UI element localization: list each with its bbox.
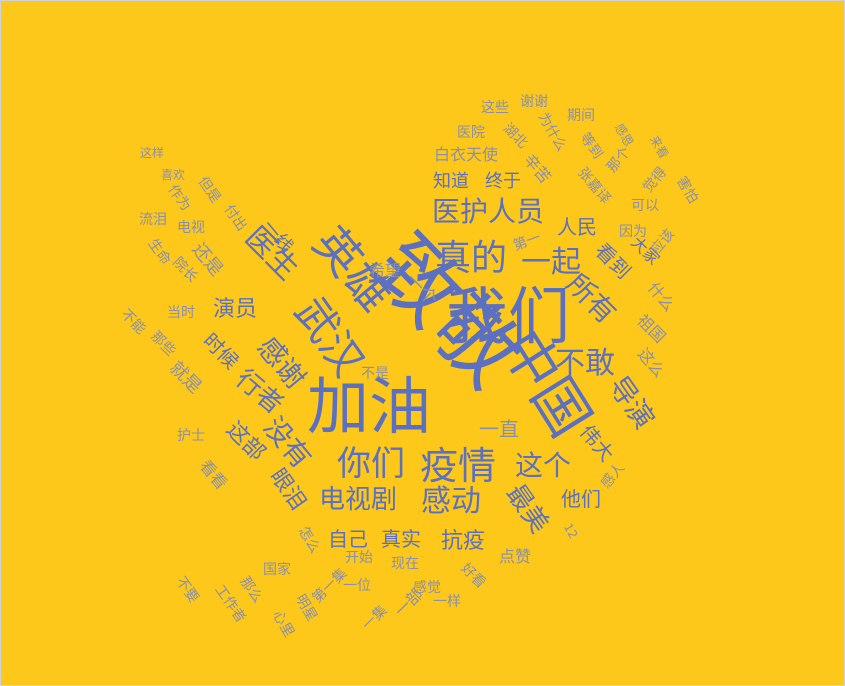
word: 真实 <box>381 527 421 551</box>
word: 人民 <box>557 215 597 239</box>
word: 觉得 <box>639 164 671 196</box>
word: 这部 <box>220 417 270 467</box>
word: 自己 <box>328 527 368 551</box>
word: 那些 <box>147 328 179 360</box>
word: 喜欢 <box>161 168 186 182</box>
word: 知道 <box>433 171 469 192</box>
word: 希望 <box>369 261 402 280</box>
word: 看看 <box>195 456 231 494</box>
word: 感觉 <box>413 580 441 596</box>
word: 12 <box>560 520 581 542</box>
word: 医院 <box>457 125 485 141</box>
word: 但是 <box>194 173 224 207</box>
word: 祖国 <box>633 310 670 347</box>
word: 因为 <box>619 224 647 240</box>
word: 应该 <box>647 226 679 258</box>
word: 湖北 <box>499 120 531 152</box>
word: 这个 <box>515 449 572 482</box>
word: 一直 <box>479 417 519 441</box>
word: 好看 <box>457 560 489 592</box>
word: 什么 <box>643 278 679 316</box>
word: 国家 <box>263 562 291 578</box>
word: 他们 <box>561 487 601 511</box>
word: 一集 <box>359 602 391 634</box>
word: 现在 <box>391 556 419 572</box>
word: 电视 <box>177 220 205 236</box>
word: 这么 <box>633 344 669 382</box>
word: 那个 <box>603 144 635 176</box>
word: 不能 <box>117 306 149 338</box>
word: 那么 <box>236 573 266 607</box>
word: 为什么 <box>534 109 570 155</box>
word: 这样 <box>140 146 165 160</box>
word: 伟大 <box>574 419 620 467</box>
word: 心里 <box>269 607 297 641</box>
word: 电视剧 <box>319 485 398 515</box>
word: 付出 <box>220 201 250 235</box>
word: 感动 <box>421 484 481 519</box>
word: 导演 <box>601 370 661 436</box>
word: 怎么 <box>295 523 323 557</box>
word: 一位 <box>343 578 371 594</box>
word: 加油 <box>307 370 432 443</box>
word: 害怕 <box>673 173 701 207</box>
word: 抗疫 <box>441 529 486 554</box>
word: 感人 <box>597 460 629 492</box>
word: 就是 <box>165 357 206 398</box>
word: 这些 <box>481 100 509 116</box>
word: 医护人员 <box>432 195 545 228</box>
word: 感恩 <box>611 121 637 149</box>
word: 不敢 <box>555 346 615 381</box>
word: 谢谢 <box>520 94 548 110</box>
word: 疫情 <box>420 444 497 488</box>
word: 点赞 <box>499 547 532 566</box>
word: 我们 <box>446 280 571 353</box>
word: 眼泪 <box>264 464 311 515</box>
word: 可以 <box>631 198 659 214</box>
word: 最美 <box>499 479 555 539</box>
word: 辛苦 <box>519 150 555 188</box>
word: 不要 <box>172 573 202 607</box>
word: 你们 <box>337 444 405 484</box>
word: 作为 <box>164 181 194 215</box>
word: 一样 <box>433 594 461 610</box>
word: 等到 <box>576 129 606 163</box>
word: 不是 <box>361 366 389 382</box>
word: 终于 <box>485 171 521 192</box>
word: 一起 <box>521 245 581 280</box>
word: 护士 <box>177 428 205 444</box>
word: 张嘉译 <box>574 164 614 208</box>
word: 期间 <box>567 108 595 124</box>
word: 生命 <box>144 235 174 269</box>
word: 所有 <box>559 267 623 331</box>
word: 演员 <box>213 297 258 322</box>
word: 时候 <box>198 328 244 374</box>
word: 开始 <box>345 550 373 566</box>
word: 流泪 <box>139 212 167 228</box>
word: 白衣天使 <box>434 145 499 164</box>
word: 来看 <box>646 133 672 161</box>
word: 真的 <box>435 238 508 279</box>
word: 当时 <box>167 305 195 321</box>
